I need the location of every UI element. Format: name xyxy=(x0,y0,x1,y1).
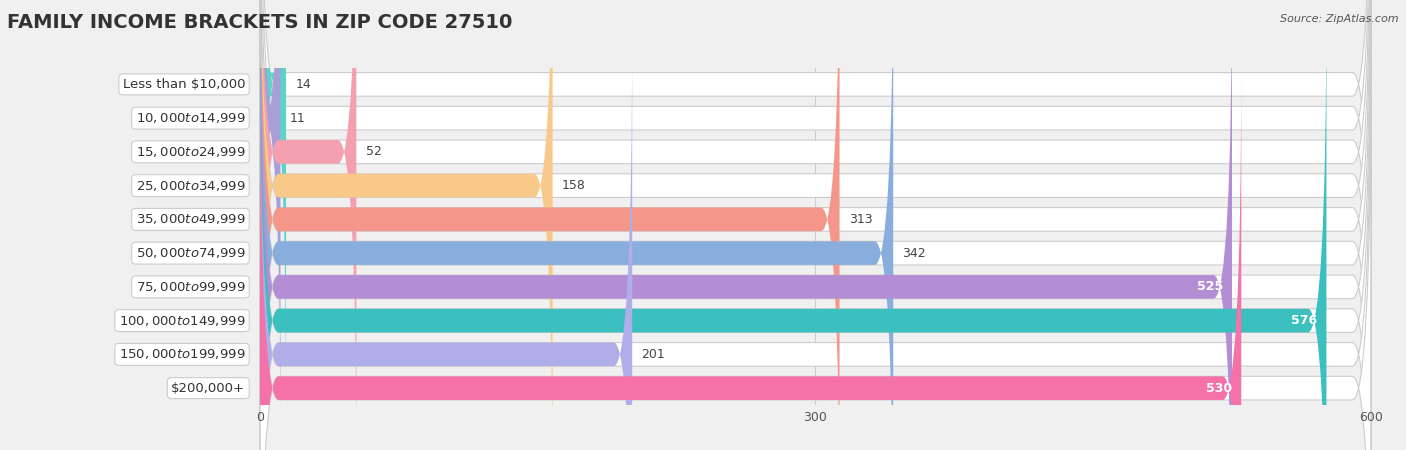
Text: 576: 576 xyxy=(1291,314,1317,327)
Text: 14: 14 xyxy=(295,78,311,91)
FancyBboxPatch shape xyxy=(260,29,1371,450)
Text: 530: 530 xyxy=(1206,382,1232,395)
Text: FAMILY INCOME BRACKETS IN ZIP CODE 27510: FAMILY INCOME BRACKETS IN ZIP CODE 27510 xyxy=(7,14,512,32)
FancyBboxPatch shape xyxy=(260,0,893,450)
Text: $200,000+: $200,000+ xyxy=(172,382,245,395)
Text: 313: 313 xyxy=(849,213,873,226)
FancyBboxPatch shape xyxy=(260,0,356,450)
Text: 342: 342 xyxy=(903,247,927,260)
FancyBboxPatch shape xyxy=(260,0,1371,450)
Text: Less than $10,000: Less than $10,000 xyxy=(122,78,245,91)
Text: $35,000 to $49,999: $35,000 to $49,999 xyxy=(135,212,245,226)
FancyBboxPatch shape xyxy=(260,0,285,410)
Text: $25,000 to $34,999: $25,000 to $34,999 xyxy=(135,179,245,193)
FancyBboxPatch shape xyxy=(260,0,1371,450)
FancyBboxPatch shape xyxy=(260,0,1371,450)
FancyBboxPatch shape xyxy=(260,0,1371,450)
FancyBboxPatch shape xyxy=(260,0,1371,450)
Text: 201: 201 xyxy=(641,348,665,361)
Text: $15,000 to $24,999: $15,000 to $24,999 xyxy=(135,145,245,159)
Text: 158: 158 xyxy=(562,179,586,192)
FancyBboxPatch shape xyxy=(260,0,553,450)
FancyBboxPatch shape xyxy=(260,0,1232,450)
FancyBboxPatch shape xyxy=(260,0,1371,450)
Text: $50,000 to $74,999: $50,000 to $74,999 xyxy=(135,246,245,260)
Text: $10,000 to $14,999: $10,000 to $14,999 xyxy=(135,111,245,125)
Text: 525: 525 xyxy=(1197,280,1223,293)
FancyBboxPatch shape xyxy=(260,0,1371,410)
Text: $100,000 to $149,999: $100,000 to $149,999 xyxy=(118,314,245,328)
FancyBboxPatch shape xyxy=(260,63,1371,450)
FancyBboxPatch shape xyxy=(260,63,1241,450)
FancyBboxPatch shape xyxy=(260,0,280,444)
Text: $75,000 to $99,999: $75,000 to $99,999 xyxy=(135,280,245,294)
FancyBboxPatch shape xyxy=(260,0,1326,450)
Text: $150,000 to $199,999: $150,000 to $199,999 xyxy=(118,347,245,361)
FancyBboxPatch shape xyxy=(260,0,1371,444)
FancyBboxPatch shape xyxy=(260,0,839,450)
Text: 11: 11 xyxy=(290,112,305,125)
FancyBboxPatch shape xyxy=(260,29,633,450)
Text: 52: 52 xyxy=(366,145,381,158)
Text: Source: ZipAtlas.com: Source: ZipAtlas.com xyxy=(1281,14,1399,23)
